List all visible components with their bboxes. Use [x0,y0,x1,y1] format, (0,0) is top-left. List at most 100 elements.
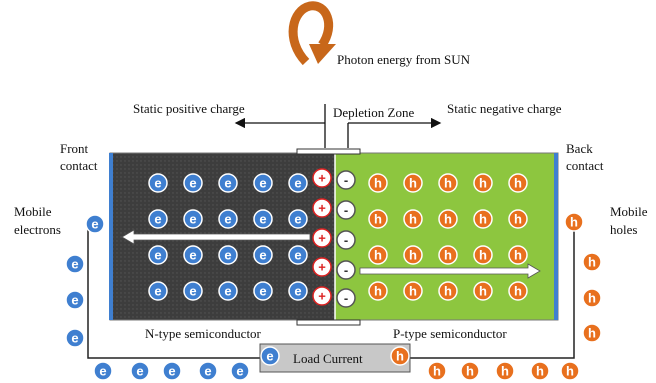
label: Static positive charge [133,101,245,116]
label: electrons [14,222,61,237]
hole: h [509,174,527,192]
negative: - [337,201,355,219]
label: holes [610,222,637,237]
hole: h [496,362,514,380]
positive-symbol: + [318,260,326,275]
hole-symbol: h [479,212,487,227]
hole-symbol: h [409,212,417,227]
label: P-type semiconductor [393,326,507,341]
hole: h [428,362,446,380]
top-electrode [297,149,360,154]
positive-symbol: + [318,201,326,216]
electron: e [66,291,84,309]
positive: + [313,258,331,276]
label: contact [566,158,604,173]
electron-symbol: e [154,284,161,299]
hole-symbol: h [566,364,574,379]
hole: h [583,289,601,307]
hole-symbol: h [409,176,417,191]
hole: h [509,282,527,300]
positive: + [313,199,331,217]
electron: e [149,210,167,228]
hole-symbol: h [374,212,382,227]
hole-symbol: h [479,284,487,299]
electron: e [94,362,112,380]
electron: e [184,174,202,192]
electron-symbol: e [91,217,98,232]
back-contact [554,153,558,320]
hole-symbol: h [514,248,522,263]
hole: h [404,174,422,192]
photon-arrow [293,6,336,64]
electron: e [131,362,149,380]
electron-symbol: e [294,176,301,191]
electron: e [289,174,307,192]
positive: + [313,169,331,187]
electron-symbol: e [259,212,266,227]
electron-symbol: e [224,248,231,263]
hole-symbol: h [374,176,382,191]
hole-symbol: h [433,364,441,379]
electron-symbol: e [189,284,196,299]
positive: + [313,287,331,305]
hole: h [439,246,457,264]
electron: e [184,282,202,300]
bottom-electrode [297,320,360,325]
hole-symbol: h [588,291,596,306]
electron-symbol: e [136,364,143,379]
negative-symbol: - [344,173,348,188]
electron: e [261,347,279,365]
title: Photon energy from SUN [337,52,471,67]
electron: e [149,282,167,300]
negative: - [337,261,355,279]
hole: h [439,174,457,192]
negative: - [337,171,355,189]
electron: e [184,246,202,264]
electron-symbol: e [189,248,196,263]
electron: e [163,362,181,380]
electron: e [254,210,272,228]
hole-symbol: h [501,364,509,379]
hole-symbol: h [374,248,382,263]
front-contact [109,153,113,320]
hole-symbol: h [536,364,544,379]
negative-symbol: - [344,233,348,248]
electron: e [254,174,272,192]
negative-symbol: - [344,291,348,306]
hole-symbol: h [588,255,596,270]
positive: + [313,229,331,247]
electron: e [289,282,307,300]
electron-symbol: e [259,176,266,191]
hole-symbol: h [514,284,522,299]
hole: h [509,246,527,264]
hole: h [439,210,457,228]
hole-symbol: h [444,248,452,263]
negative: - [337,289,355,307]
electron: e [219,282,237,300]
electron-symbol: e [189,176,196,191]
hole-symbol: h [514,176,522,191]
hole-symbol: h [479,176,487,191]
positive-symbol: + [318,231,326,246]
diagram: Photon energy from SUN Static positive c… [0,0,656,383]
electron-symbol: e [294,212,301,227]
hole-symbol: h [396,349,404,364]
hole-symbol: h [444,176,452,191]
hole-symbol: h [588,326,596,341]
label: Back [566,141,593,156]
label: Front [60,141,89,156]
hole: h [404,246,422,264]
hole: h [369,282,387,300]
hole: h [583,253,601,271]
electron-symbol: e [154,212,161,227]
hole-symbol: h [479,248,487,263]
negative-symbol: - [344,263,348,278]
hole-symbol: h [444,284,452,299]
electron-symbol: e [294,284,301,299]
hole-symbol: h [466,364,474,379]
electron-symbol: e [168,364,175,379]
electron-symbol: e [154,248,161,263]
hole: h [531,362,549,380]
negative-symbol: - [344,203,348,218]
hole: h [474,174,492,192]
